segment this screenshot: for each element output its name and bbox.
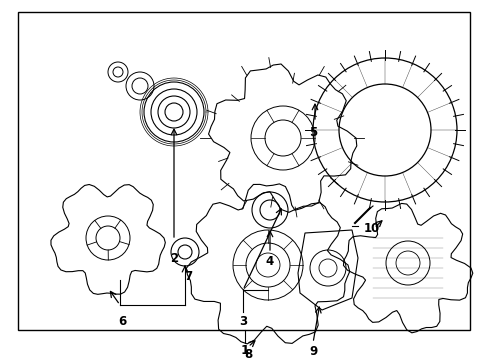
Text: 3: 3 — [239, 315, 247, 328]
Text: 1: 1 — [241, 343, 249, 356]
Text: 9: 9 — [309, 345, 317, 358]
Text: 10: 10 — [364, 221, 380, 234]
Bar — [18, 12, 470, 330]
Text: 7: 7 — [184, 270, 192, 283]
Text: 8: 8 — [244, 348, 252, 360]
Text: 2: 2 — [170, 252, 178, 265]
Text: 6: 6 — [118, 315, 126, 328]
Text: 5: 5 — [309, 126, 317, 139]
Text: 4: 4 — [266, 255, 274, 268]
